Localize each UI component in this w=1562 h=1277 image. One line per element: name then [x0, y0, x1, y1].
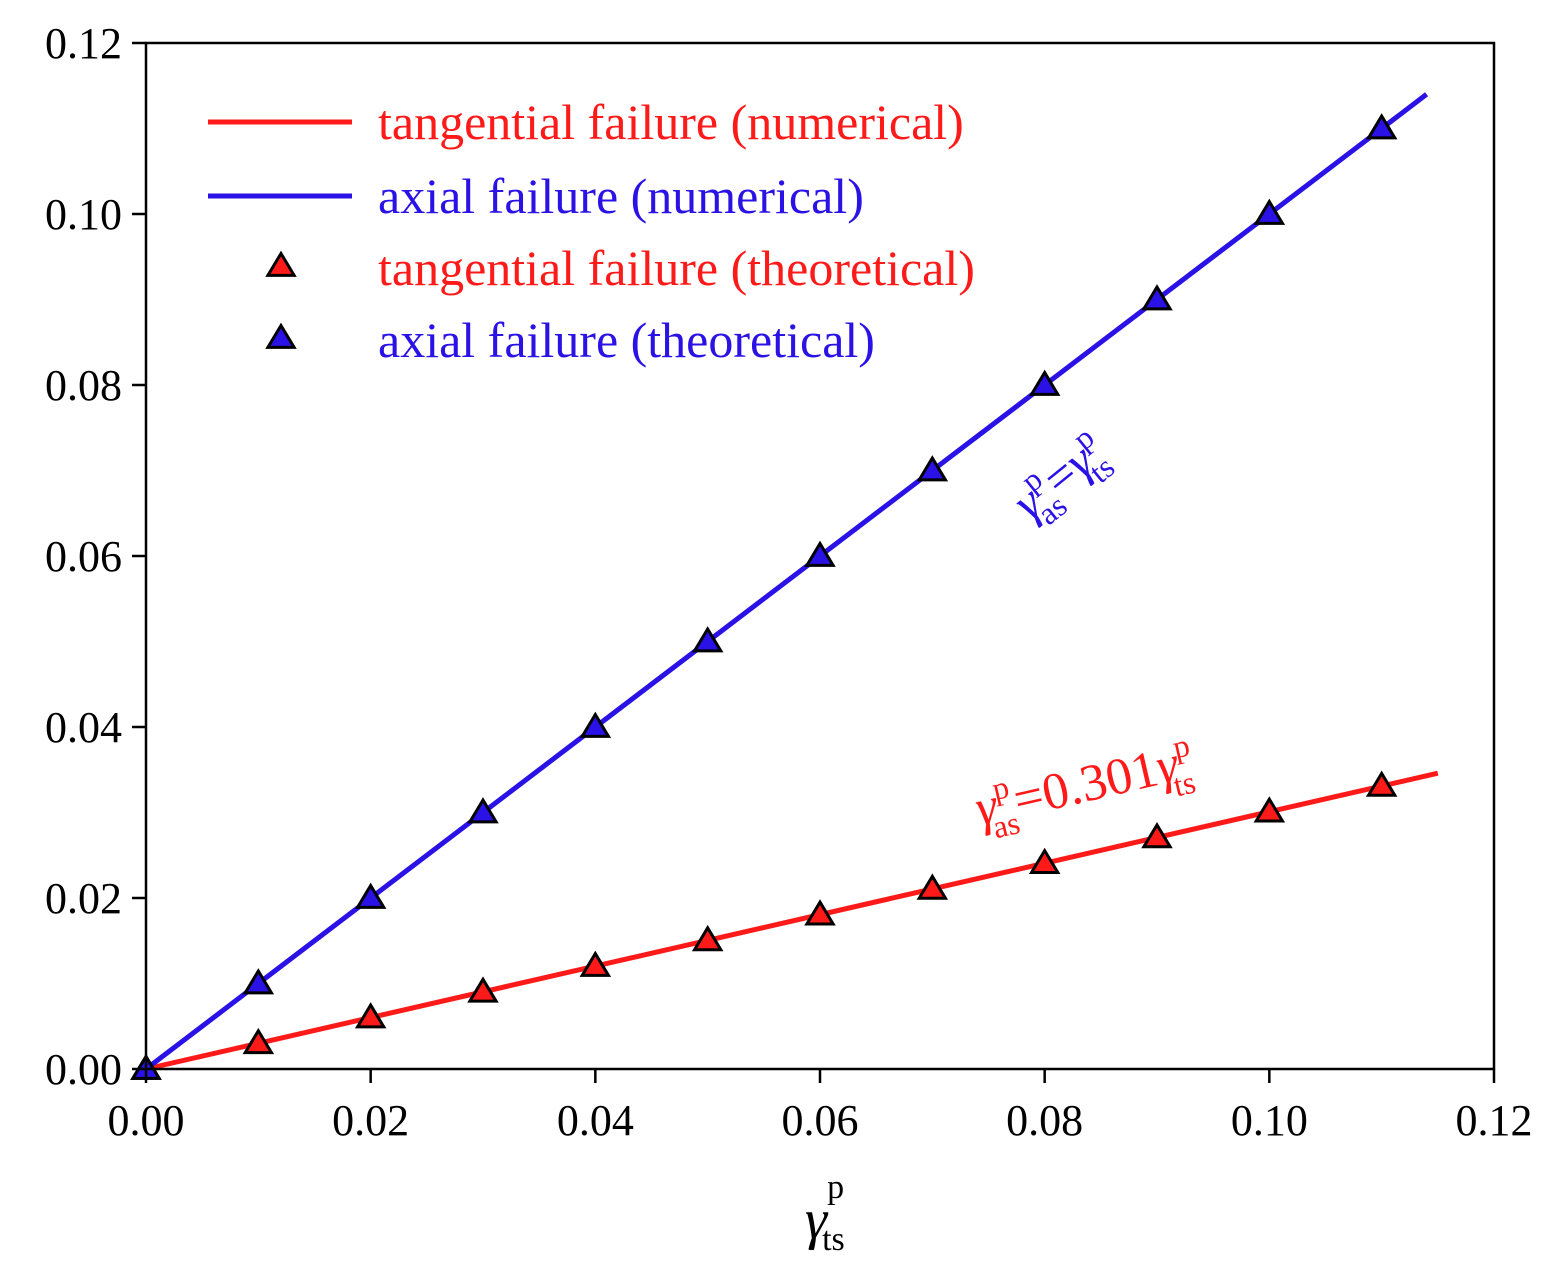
data-point — [242, 1027, 275, 1055]
data-point — [804, 540, 836, 567]
y-tick-label: 0.10 — [45, 190, 122, 239]
gamma-symbol: γ — [805, 1189, 829, 1251]
legend-label: tangential failure (theoretical) — [378, 240, 975, 296]
data-point — [691, 626, 724, 653]
x-tick-label: 0.10 — [1231, 1096, 1308, 1145]
data-point — [1365, 113, 1398, 140]
data-point — [1365, 770, 1398, 797]
subscript-ts: ts — [822, 1221, 845, 1258]
y-tick-label: 0.08 — [45, 361, 122, 410]
data-point — [1141, 821, 1173, 849]
y-tick-label: 0.04 — [45, 703, 122, 752]
superscript-p: p — [827, 1169, 844, 1206]
x-tick-label: 0.02 — [332, 1096, 409, 1145]
x-axis-title: γp ts — [805, 1169, 845, 1258]
data-point — [804, 899, 836, 926]
x-tick-label: 0.08 — [1006, 1096, 1083, 1145]
y-tick-label: 0.12 — [45, 19, 122, 68]
legend-swatch-marker — [265, 250, 297, 277]
coefficient: 0.301 — [1037, 740, 1164, 822]
data-point — [1253, 796, 1286, 823]
data-point — [354, 882, 387, 909]
data-point — [1141, 284, 1173, 311]
superscript-p: p — [1169, 727, 1193, 766]
data-point — [916, 873, 949, 900]
data-point — [691, 924, 724, 952]
data-point — [242, 968, 275, 995]
legend-label: axial failure (theoretical) — [378, 312, 875, 368]
data-point — [1028, 369, 1061, 396]
x-tick-label: 0.04 — [557, 1096, 634, 1145]
subscript-ts: ts — [1170, 764, 1199, 804]
data-point — [354, 1002, 387, 1029]
marker-layer — [130, 113, 1398, 1080]
legend-label: axial failure (numerical) — [378, 168, 864, 224]
superscript-p: p — [989, 768, 1013, 807]
legend-swatch-marker — [265, 322, 297, 349]
legend: tangential failure (numerical) axial fail… — [208, 94, 975, 368]
x-tick-label: 0.06 — [782, 1096, 859, 1145]
axes: 0.00 0.02 0.04 0.06 0.08 0.10 0.12 0.00 0.02 0.04… — [45, 19, 1533, 1258]
axial-equation: γpas=γpts — [999, 419, 1124, 539]
data-point — [1028, 847, 1061, 874]
legend-label: tangential failure (numerical) — [378, 94, 964, 150]
data-point — [579, 950, 612, 977]
y-tick-label: 0.06 — [45, 532, 122, 581]
axial-equation-text: γpas=γpts — [999, 419, 1124, 539]
tangential-equation-text: γpas=0.301γpts — [969, 727, 1202, 848]
x-tick-label: 0.12 — [1456, 1096, 1533, 1145]
x-tick-label: 0.00 — [108, 1096, 185, 1145]
annotations: γpas=γpts γpas=0.301γpts — [969, 419, 1202, 848]
data-point — [916, 455, 949, 482]
data-point — [579, 711, 612, 738]
y-tick-label: 0.02 — [45, 874, 122, 923]
tangential-equation: γpas=0.301γpts — [969, 727, 1202, 848]
data-point — [467, 797, 499, 824]
data-point — [467, 976, 499, 1003]
y-tick-label: 0.00 — [45, 1045, 122, 1094]
data-point — [1253, 198, 1286, 225]
